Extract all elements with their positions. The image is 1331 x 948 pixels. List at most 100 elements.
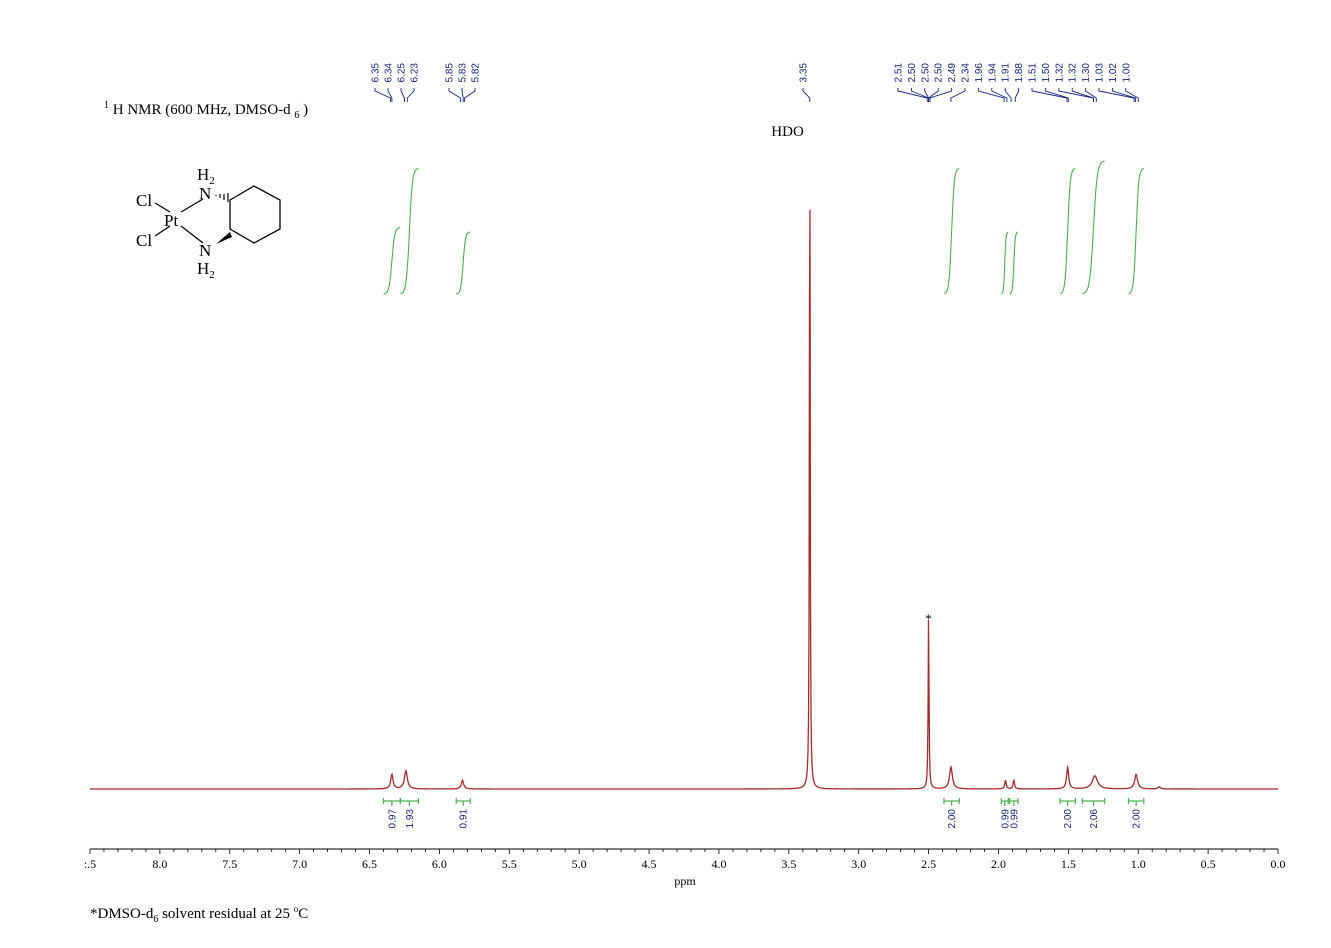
peak-labels: 6.35 6.34 6.25 6.23 5.85 5.83 5.82 3.35 2.51 2.50…: [371, 63, 1139, 102]
peak-label-connector: [1031, 88, 1068, 102]
peak-label-connector: [1098, 88, 1135, 102]
peak-label-connector: [802, 88, 811, 102]
x-tick-label: 2.0: [991, 857, 1006, 871]
x-tick-label: 5.0: [572, 857, 587, 871]
x-axis-label: ppm: [674, 874, 696, 888]
integral-curve: [1009, 231, 1019, 295]
peak-label: 3.35: [799, 63, 810, 83]
x-tick-label: 0.0: [1271, 857, 1286, 871]
peak-label: 2.50: [934, 63, 945, 83]
peak-label: 1.32: [1068, 63, 1079, 83]
label-cl-top: Cl: [136, 191, 152, 210]
label-h2-top: H2: [197, 165, 215, 187]
peak-label: 1.02: [1108, 63, 1119, 83]
peak-label-connector: [977, 88, 1005, 102]
peak-label: 6.23: [410, 63, 421, 83]
peak-label-connector: [1014, 88, 1020, 102]
peak-label: 5.85: [445, 63, 456, 83]
peak-label: 2.50: [920, 63, 931, 83]
x-tick-label: 0.5: [1201, 857, 1216, 871]
peak-label: 2.49: [947, 63, 958, 83]
annotation-solvent-star: *: [925, 611, 932, 626]
x-tick-label: :.5: [84, 857, 96, 871]
integral-curve: [943, 167, 960, 295]
peak-label: 6.35: [371, 63, 382, 83]
bond-pt-cl-top: [154, 202, 171, 213]
peak-label-connector: [1058, 88, 1094, 102]
integral-value: 2.00: [1132, 809, 1143, 829]
x-tick-label: 2.5: [921, 857, 936, 871]
spectrum-layer: [90, 61, 1278, 790]
peak-label: 5.82: [471, 63, 482, 83]
integral-value: 0.99: [1009, 809, 1020, 829]
cyclohexane-ring: [229, 185, 281, 244]
footnote: *DMSO-d6 solvent residual at 25 oC: [90, 904, 308, 925]
peak-label-connector: [1071, 88, 1094, 102]
title-superscript: 1: [104, 100, 109, 111]
peak-label: 5.83: [458, 63, 469, 83]
peak-label: 1.03: [1095, 63, 1106, 83]
x-axis: :.5 8.0 7.5 7.0 6.5 6.0 5.5 5.0 4.5 4.0 3.5 3.0 2.5 2…: [84, 848, 1286, 871]
integral-value: 0.99: [1000, 809, 1011, 829]
integral-curve: [1082, 160, 1105, 295]
peak-label: 2.34: [961, 63, 972, 83]
integral-value: 0.97: [387, 809, 398, 829]
x-tick-label: 7.0: [292, 857, 307, 871]
peak-label: 6.25: [397, 63, 408, 83]
peak-label-connector: [928, 88, 939, 102]
bond-pt-cl-bottom: [154, 225, 171, 237]
integral-value: 0.91: [459, 809, 470, 829]
peak-label: 1.96: [974, 63, 985, 83]
x-tick-label: 6.0: [432, 857, 447, 871]
bond-pt-n-bottom: [180, 225, 204, 244]
x-tick-label: 1.0: [1131, 857, 1146, 871]
integral-curve: [1128, 167, 1145, 295]
x-tick-label: 7.5: [222, 857, 237, 871]
peak-label: 2.50: [907, 63, 918, 83]
integral-value: 2.00: [947, 809, 958, 829]
peak-label: 1.94: [987, 63, 998, 83]
peak-label-connector: [406, 88, 415, 102]
peak-label-connector: [464, 88, 476, 102]
title-main: H NMR (600 MHz, DMSO-d: [113, 102, 291, 118]
integral-curve: [1001, 231, 1009, 295]
x-tick-label: 4.5: [642, 857, 657, 871]
peak-label-connector: [1085, 88, 1097, 102]
chemical-structure: H2 N Pt Cl Cl N H2: [136, 165, 281, 281]
x-tick-label: 5.5: [502, 857, 517, 871]
peak-label-connector: [1111, 88, 1136, 102]
spectrum-line: [90, 209, 1278, 790]
x-tick-label: 8.0: [152, 857, 167, 871]
x-tick-label: 4.0: [711, 857, 726, 871]
peak-label: 2.51: [894, 63, 905, 83]
integral-value: 2.06: [1089, 809, 1100, 829]
x-tick-label: 1.5: [1061, 857, 1076, 871]
title-subscript: 6: [294, 110, 299, 121]
integral-curve: [456, 231, 471, 295]
peak-label-connector: [929, 88, 953, 102]
peak-label-connector: [387, 88, 393, 102]
integral-brackets: 0.97 1.93 0.91 2.00 0.990.99 2.00 2.06 2.00: [382, 798, 1145, 829]
bond-pt-n-top: [180, 198, 204, 213]
title-suffix: ): [303, 102, 308, 118]
peak-label-connector: [374, 88, 391, 102]
integral-curves: [383, 160, 1145, 295]
x-tick-label: 3.0: [851, 857, 866, 871]
integral-curve: [1059, 167, 1076, 295]
peak-label: 1.32: [1054, 63, 1065, 83]
x-tick-label: 6.5: [362, 857, 377, 871]
annotation-hdo: HDO: [771, 124, 804, 140]
integral-value: 2.00: [1063, 809, 1074, 829]
peak-label-connector: [400, 88, 405, 102]
peak-label: 1.30: [1081, 63, 1092, 83]
integral-value: 1.93: [405, 809, 416, 829]
x-tick-label: 3.5: [781, 857, 796, 871]
peak-label: 1.88: [1014, 63, 1025, 83]
peak-label: 1.00: [1121, 63, 1132, 83]
peak-label-connector: [950, 88, 966, 102]
solid-wedge-bond: [216, 232, 232, 244]
label-pt: Pt: [164, 211, 178, 230]
integral-curve: [383, 227, 401, 295]
label-cl-bottom: Cl: [136, 231, 152, 250]
